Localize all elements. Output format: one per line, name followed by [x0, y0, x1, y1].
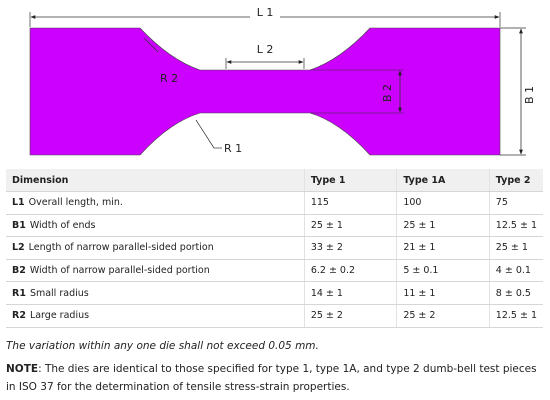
r2-label: R 2: [160, 72, 178, 85]
table-row: R2 Large radius 25 ± 2 25 ± 2 12.5 ± 1: [6, 304, 543, 328]
note-text: : The dies are identical to those specif…: [6, 363, 537, 393]
r1-label: R 1: [224, 142, 242, 155]
type-1-value: 25 ± 2: [303, 304, 397, 328]
dimension-desc: Width of ends: [29, 219, 96, 231]
dimension-code: R2: [12, 310, 26, 322]
type-2-value: 12.5 ± 1: [488, 214, 543, 238]
dimension-desc: Length of narrow parallel-sided portion: [28, 242, 214, 254]
table-row: L2 Length of narrow parallel-sided portio…: [6, 236, 543, 260]
header-type-1a: Type 1A: [396, 169, 490, 192]
type-2-value: 8 ± 0.5: [488, 281, 543, 305]
variation-note: The variation within any one die shall n…: [6, 340, 319, 352]
l1-label: L 1: [257, 6, 274, 19]
dimension-code: L1: [12, 197, 25, 209]
table-row: B1 Width of ends 25 ± 1 25 ± 1 12.5 ± 1: [6, 214, 543, 238]
type-1-value: 115: [303, 191, 397, 215]
r2-callout: R 2: [143, 37, 178, 85]
dimension-code: B1: [12, 219, 26, 231]
dumbbell-diagram: L 1 L 2 B 1 B 2 R 2 R 1: [29, 5, 536, 156]
type-1-value: 33 ± 2: [303, 236, 397, 260]
dimension-code: B2: [12, 265, 26, 277]
dimension-desc: Small radius: [29, 287, 89, 299]
dimension-cell: R2 Large radius: [6, 304, 305, 328]
dimension-cell: B2 Width of narrow parallel-sided portion: [6, 259, 305, 283]
type-1a-value: 11 ± 1: [396, 281, 490, 305]
type-2-value: 25 ± 1: [488, 236, 543, 260]
type-2-value: 75: [488, 191, 543, 215]
type-2-value: 4 ± 0.1: [488, 259, 543, 283]
dimension-cell: L2 Length of narrow parallel-sided portio…: [6, 236, 305, 260]
note-label: NOTE: [6, 363, 39, 375]
l2-label: L 2: [257, 43, 274, 56]
type-1-value: 25 ± 1: [303, 214, 397, 238]
type-1a-value: 21 ± 1: [396, 236, 490, 260]
table-header-row: Dimension Type 1 Type 1A Type 2: [6, 169, 543, 192]
table-row: L1 Overall length, min. 115 100 75: [6, 191, 543, 215]
dimension-cell: L1 Overall length, min.: [6, 191, 305, 215]
dimension-cell: B1 Width of ends: [6, 214, 305, 238]
header-type-1: Type 1: [303, 169, 397, 192]
type-2-value: 12.5 ± 1: [488, 304, 543, 328]
type-1a-value: 25 ± 2: [396, 304, 490, 328]
dimension-code: L2: [12, 242, 25, 254]
dimensions-table: Dimension Type 1 Type 1A Type 2 L1 Overal…: [6, 169, 543, 328]
iso-note: NOTE: The dies are identical to those sp…: [6, 360, 546, 396]
type-1a-value: 5 ± 0.1: [396, 259, 490, 283]
b1-label: B 1: [523, 86, 536, 104]
table-row: B2 Width of narrow parallel-sided portion…: [6, 259, 543, 283]
l2-dimension: L 2: [225, 43, 305, 69]
b2-dimension: B 2: [310, 69, 404, 114]
b2-label: B 2: [381, 84, 394, 102]
dimension-cell: R1 Small radius: [6, 281, 305, 305]
dimension-desc: Width of narrow parallel-sided portion: [29, 265, 210, 277]
type-1a-value: 25 ± 1: [396, 214, 490, 238]
l1-dimension: L 1: [29, 5, 501, 27]
type-1a-value: 100: [396, 191, 490, 215]
dimension-desc: Large radius: [29, 310, 90, 322]
type-1-value: 6.2 ± 0.2: [303, 259, 397, 283]
dimension-code: R1: [12, 287, 26, 299]
header-dimension: Dimension: [6, 169, 305, 192]
dimension-desc: Overall length, min.: [28, 197, 123, 209]
b1-dimension: B 1: [500, 27, 536, 156]
header-type-2: Type 2: [488, 169, 543, 192]
type-1-value: 14 ± 1: [303, 281, 397, 305]
r1-callout: R 1: [195, 119, 242, 155]
table-row: R1 Small radius 14 ± 1 11 ± 1 8 ± 0.5: [6, 281, 543, 305]
